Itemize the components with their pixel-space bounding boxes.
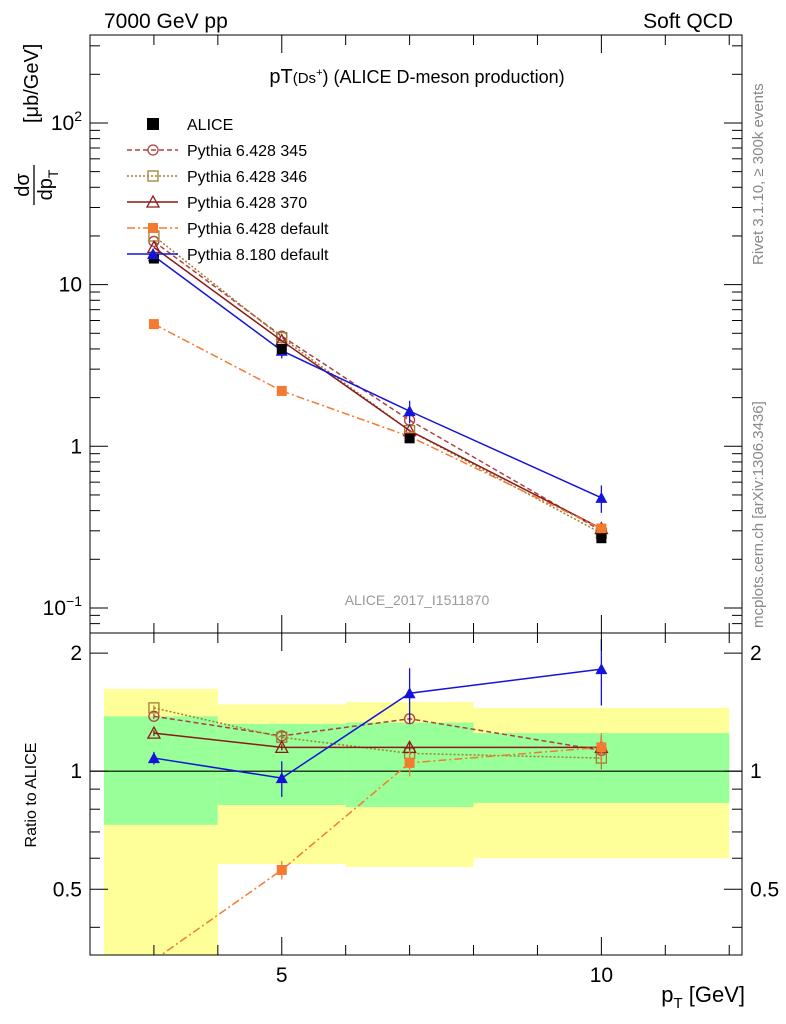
- y-axis-label: [μb/GeV] dσ dpT: [12, 44, 61, 205]
- y-tick-label-exp-0: −1: [66, 593, 82, 609]
- ratio-point-series-2-1: [274, 740, 289, 754]
- ratio-y-label: Ratio to ALICE: [23, 743, 40, 848]
- x-label-main: p: [661, 982, 673, 1007]
- legend-label-3: Pythia 6.428 370: [187, 195, 307, 212]
- y-tick-label-exp-3: 2: [74, 108, 82, 124]
- plot-title: pT(Ds+) (ALICE D-meson production): [269, 66, 564, 88]
- ratio-point-series-4-0: [147, 752, 160, 764]
- ratio-tick-label-right-0: 0.5: [750, 878, 779, 901]
- y-label-num: dσ: [12, 173, 34, 197]
- main-point-series-4-3: [595, 491, 608, 503]
- y-tick-label-base-0: 10: [43, 597, 66, 620]
- title-end: ) (ALICE D-meson production): [323, 67, 565, 87]
- ratio-point-series-3-2: [404, 757, 415, 768]
- ratio-line-series-0: [153, 715, 602, 752]
- ratio-tick-label-left-1: 1: [70, 760, 82, 783]
- main-point-data-1: [276, 343, 287, 354]
- ratio-point-series-4-3: [595, 663, 608, 675]
- ratio-line-series-4: [153, 668, 602, 779]
- ratio-tick-label-right-1: 1: [750, 760, 762, 783]
- ratio-frame: [89, 632, 743, 956]
- main-line-series-3: [153, 323, 602, 530]
- legend-label-0: ALICE: [187, 117, 233, 134]
- ratio-panel: 5 10 0.5 0.5 1 1 2 2 Ratio to ALICE: [23, 632, 779, 987]
- ratio-axes: 5 10 0.5 0.5 1 1 2 2: [53, 633, 779, 987]
- ratio-point-series-0-0: [148, 710, 160, 722]
- header-right: Soft QCD: [643, 10, 733, 33]
- legend-label-2: Pythia 6.428 346: [187, 169, 307, 186]
- legend-marker-5: [147, 248, 159, 259]
- header-left: 7000 GeV pp: [104, 10, 228, 33]
- title-main: pT: [269, 66, 292, 88]
- ratio-tick-label-left-2: 2: [70, 642, 82, 665]
- ratio-line-series-2: [153, 732, 602, 749]
- watermark: ALICE_2017_I1511870: [345, 592, 490, 608]
- side-bottom: mcplots.cern.ch [arXiv:1306.3436]: [750, 401, 767, 628]
- band-inner-0: [104, 716, 218, 825]
- legend-label-4: Pythia 6.428 default: [187, 221, 329, 238]
- main-point-series-3-0: [148, 319, 159, 330]
- ratio-point-series-4-2: [403, 687, 416, 699]
- y-label-den: dpT: [35, 169, 61, 200]
- y-label-den-sub: T: [45, 169, 61, 178]
- main-line-series-2: [153, 246, 602, 530]
- y-tick-label-2: 10: [59, 274, 82, 297]
- main-line-series-0: [153, 240, 602, 532]
- ratio-point-series-4-1: [275, 772, 288, 784]
- ratio-tick-label-right-2: 2: [750, 642, 762, 665]
- y-tick-label-base-2: 10: [59, 274, 82, 297]
- y-tick-label-1: 1: [70, 435, 82, 458]
- legend-label-1: Pythia 6.428 345: [187, 143, 307, 160]
- ratio-point-series-3-0: [149, 955, 159, 965]
- legend-marker-1: [147, 144, 159, 156]
- main-line-series-4: [153, 255, 602, 499]
- main-point-data-3: [596, 533, 607, 544]
- x-axis-label: pT [GeV]: [661, 982, 745, 1012]
- y-label-den-main: dp: [35, 178, 57, 200]
- ratio-line-series-1: [153, 707, 602, 759]
- y-tick-label-base-1: 1: [70, 435, 82, 458]
- legend-marker-3: [145, 194, 161, 208]
- side-top: Rivet 3.1.10, ≥ 300k events: [750, 83, 767, 265]
- title-sup: +: [316, 67, 322, 79]
- main-line-series-1: [153, 235, 602, 534]
- x-tick-label-10: 10: [590, 964, 613, 987]
- y-tick-label-base-3: 10: [51, 112, 74, 135]
- ratio-line-series-3: [159, 746, 602, 955]
- main-point-series-3-1: [276, 385, 287, 396]
- main-plot-area: [146, 230, 609, 544]
- ratio-tick-label-left-0: 0.5: [53, 878, 82, 901]
- title-sub: (Ds: [293, 70, 316, 87]
- ratio-point-series-3-3: [596, 742, 607, 753]
- legend-label-5: Pythia 8.180 default: [187, 247, 329, 264]
- legend: ALICE Pythia 6.428 345 Pythia 6.428 346 Pyt…: [127, 117, 329, 264]
- main-point-series-3-3: [596, 523, 607, 534]
- x-tick-label-5: 5: [276, 964, 288, 987]
- ratio-plot-area: [90, 639, 742, 965]
- legend-marker-2: [147, 170, 159, 182]
- legend-marker-0: [147, 118, 159, 130]
- legend-marker-4: [148, 223, 158, 233]
- main-point-data-2: [404, 433, 415, 444]
- ratio-point-series-1-0: [148, 702, 160, 714]
- y-label-unit: [μb/GeV]: [21, 44, 43, 123]
- main-point-series-4-2: [403, 405, 416, 417]
- ratio-point-series-2-0: [146, 725, 162, 739]
- y-tick-label-0: 10−1: [43, 593, 83, 620]
- ratio-point-series-3-1: [276, 864, 287, 875]
- x-label-sub: T: [673, 995, 682, 1012]
- y-tick-label-3: 102: [51, 108, 82, 135]
- x-label-unit: [GeV]: [683, 982, 745, 1007]
